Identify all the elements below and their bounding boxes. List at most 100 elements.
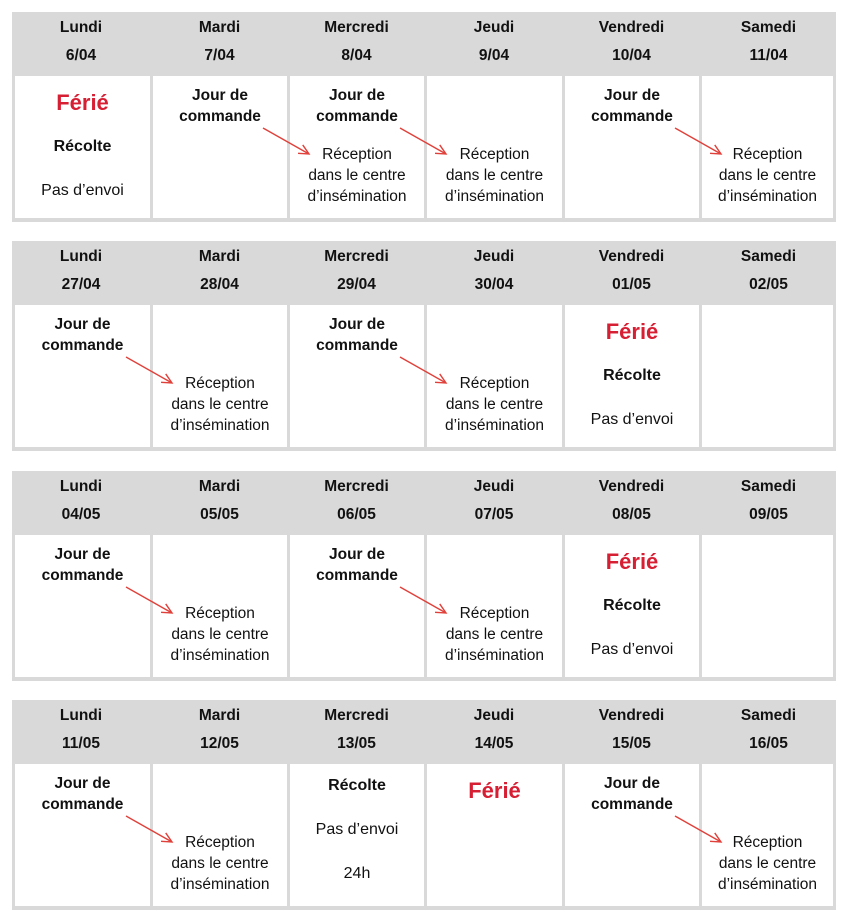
day-date: 07/05 bbox=[474, 506, 514, 523]
day-events: Férié Récolte Pas d’envoi bbox=[15, 76, 150, 213]
reception-label: Réception dans le centre d’insémination bbox=[153, 373, 287, 436]
no-shipping-label: Pas d’envoi bbox=[590, 641, 674, 658]
day-header: Jeudi 07/05 bbox=[426, 471, 562, 533]
day-date: 7/04 bbox=[204, 47, 235, 64]
order-line: commande bbox=[179, 108, 261, 125]
day-date: 11/04 bbox=[749, 47, 788, 64]
day-cell: Jour de commande bbox=[15, 535, 150, 677]
day-header: Mardi 12/05 bbox=[152, 700, 287, 762]
day-header: Mercredi 8/04 bbox=[289, 12, 424, 74]
reception-line: d’insémination bbox=[717, 188, 818, 205]
day-date: 28/04 bbox=[200, 276, 239, 293]
day-name: Vendredi bbox=[598, 19, 665, 36]
day-header: Mardi 28/04 bbox=[152, 241, 287, 303]
harvest-label: Récolte bbox=[53, 138, 112, 155]
day-cell: Réception dans le centre d’insémination bbox=[427, 76, 562, 218]
day-cell: Férié bbox=[427, 764, 562, 906]
day-name: Vendredi bbox=[598, 248, 665, 265]
week-table: Lundi 6/04 Férié Récolte Pas d’envoi Mardi 7/0… bbox=[12, 12, 836, 222]
reception-line: Réception bbox=[185, 605, 255, 622]
day-header: Vendredi 08/05 bbox=[564, 471, 699, 533]
day-date: 15/05 bbox=[612, 735, 651, 752]
harvest-label: Récolte bbox=[603, 597, 661, 614]
day-date: 27/04 bbox=[61, 276, 101, 293]
reception-line: Réception bbox=[732, 146, 803, 163]
reception-line: d’insémination bbox=[170, 417, 270, 434]
day-header: Vendredi 15/05 bbox=[564, 700, 699, 762]
order-day-label: Jour de commande bbox=[290, 76, 424, 127]
day-header: Mardi 7/04 bbox=[152, 12, 287, 74]
reception-label: Réception dans le centre d’insémination bbox=[702, 832, 833, 895]
reception-label: Réception dans le centre d’insémination bbox=[153, 832, 287, 895]
day-name: Samedi bbox=[740, 478, 797, 495]
day-date: 29/04 bbox=[337, 276, 376, 293]
day-events: Férié bbox=[427, 764, 562, 813]
reception-line: dans le centre bbox=[718, 167, 817, 184]
order-line: commande bbox=[41, 796, 124, 813]
day-name: Mercredi bbox=[324, 19, 389, 36]
order-line: Jour de bbox=[54, 546, 111, 563]
reception-line: Réception bbox=[459, 375, 530, 392]
day-cell: Jour de commande bbox=[290, 305, 424, 447]
day-date: 16/05 bbox=[749, 735, 788, 752]
holiday-label: Férié bbox=[605, 319, 659, 344]
harvest-label: Récolte bbox=[328, 777, 386, 794]
no-shipping-label: Pas d’envoi bbox=[590, 411, 674, 428]
reception-line: d’insémination bbox=[444, 188, 545, 205]
day-header: Jeudi 9/04 bbox=[426, 12, 562, 74]
day-name: Jeudi bbox=[473, 707, 515, 724]
day-date: 8/04 bbox=[341, 47, 372, 64]
day-name: Vendredi bbox=[598, 478, 665, 495]
day-name: Mercredi bbox=[324, 707, 389, 724]
day-events: Férié Récolte Pas d’envoi bbox=[565, 535, 699, 672]
day-header: Vendredi 01/05 bbox=[564, 241, 699, 303]
day-date: 05/05 bbox=[200, 506, 239, 523]
order-day-label: Jour de commande bbox=[565, 76, 699, 127]
week-table: Lundi 04/05 Jour de commande Mardi 05/05 Récep… bbox=[12, 471, 836, 681]
reception-line: dans le centre bbox=[445, 167, 544, 184]
reception-line: d’insémination bbox=[444, 417, 545, 434]
day-cell: Jour de commande bbox=[153, 76, 287, 218]
day-header: Mercredi 06/05 bbox=[289, 471, 424, 533]
day-name: Jeudi bbox=[473, 19, 515, 36]
order-day-label: Jour de commande bbox=[290, 535, 424, 586]
day-name: Lundi bbox=[59, 707, 103, 724]
reception-line: d’insémination bbox=[170, 647, 270, 664]
reception-line: Réception bbox=[732, 834, 803, 851]
day-cell: Réception dans le centre d’insémination bbox=[153, 764, 287, 906]
day-cell: Férié Récolte Pas d’envoi bbox=[565, 305, 699, 447]
reception-line: dans le centre bbox=[171, 396, 269, 413]
day-cell: Jour de commande bbox=[15, 305, 150, 447]
day-name: Samedi bbox=[740, 19, 797, 36]
reception-line: Réception bbox=[185, 834, 255, 851]
order-day-label: Jour de commande bbox=[290, 305, 424, 356]
reception-line: dans le centre bbox=[308, 167, 406, 184]
day-name: Samedi bbox=[740, 707, 797, 724]
day-cell bbox=[702, 305, 833, 447]
order-line: Jour de bbox=[604, 775, 660, 792]
no-shipping-label: Pas d’envoi bbox=[315, 821, 399, 838]
order-line: commande bbox=[316, 567, 398, 584]
reception-label: Réception dans le centre d’insémination bbox=[702, 144, 833, 207]
reception-label: Réception dans le centre d’insémination bbox=[153, 603, 287, 666]
day-name: Jeudi bbox=[473, 248, 515, 265]
day-date: 08/05 bbox=[612, 506, 651, 523]
day-name: Lundi bbox=[59, 19, 103, 36]
day-name: Mercredi bbox=[324, 478, 389, 495]
day-name: Mardi bbox=[198, 478, 241, 495]
day-cell: Férié Récolte Pas d’envoi bbox=[565, 535, 699, 677]
day-header: Mercredi 13/05 bbox=[289, 700, 424, 762]
order-line: Jour de bbox=[54, 775, 111, 792]
order-line: commande bbox=[316, 337, 398, 354]
day-header: Mardi 05/05 bbox=[152, 471, 287, 533]
reception-line: Réception bbox=[185, 375, 255, 392]
reception-label: Réception dans le centre d’insémination bbox=[427, 144, 562, 207]
day-header: Lundi 6/04 bbox=[12, 12, 150, 74]
day-date: 9/04 bbox=[478, 47, 510, 64]
day-date: 04/05 bbox=[61, 506, 101, 523]
day-cell: Jour de commande bbox=[290, 535, 424, 677]
day-header: Samedi 09/05 bbox=[701, 471, 836, 533]
day-cell: Réception dans le centre d’insémination bbox=[702, 764, 833, 906]
day-date: 06/05 bbox=[337, 506, 376, 523]
day-cell: Jour de commande Réception dans le centre d’… bbox=[290, 76, 424, 218]
